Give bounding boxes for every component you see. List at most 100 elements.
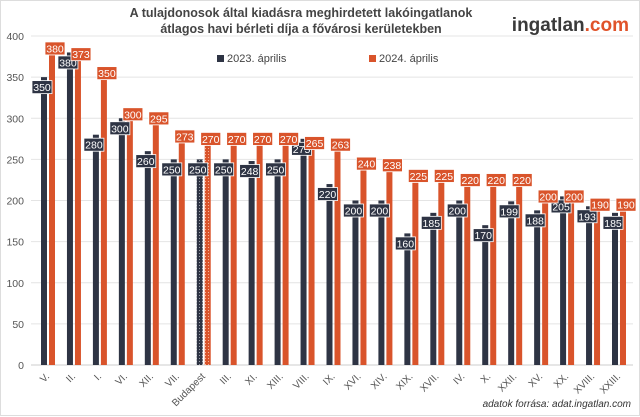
data-label-2024: 238	[384, 160, 402, 172]
bar-2023	[560, 196, 567, 365]
data-label-2023: 280	[85, 140, 103, 152]
x-tick-label: XIII.	[265, 371, 285, 391]
x-tick-label: II.	[64, 371, 78, 385]
x-tick-label: III.	[218, 371, 234, 387]
x-tick-label: XVII.	[418, 371, 441, 394]
bar-2024	[438, 179, 445, 365]
data-label-box-2023	[317, 187, 338, 201]
y-tick-label: 0	[18, 360, 24, 372]
data-label-2024: 270	[254, 134, 272, 146]
y-tick-label: 250	[6, 154, 24, 166]
x-tick-label: XIX.	[394, 371, 415, 392]
data-label-box-2023	[524, 213, 546, 228]
data-label-2024: 263	[332, 140, 350, 152]
data-label-box-2023	[187, 162, 209, 177]
data-label-2023: 200	[449, 206, 467, 218]
bar-2024	[412, 179, 419, 365]
bar-2024	[308, 147, 315, 365]
data-label-box-2024	[382, 158, 403, 173]
data-label-box-2024	[96, 66, 118, 81]
y-tick-label: 50	[12, 319, 24, 331]
data-label-2024: 220	[462, 175, 480, 187]
x-tick-label: VI.	[114, 371, 130, 387]
data-label-2023: 199	[500, 206, 518, 218]
bar-2023	[326, 184, 333, 365]
bar-2024	[74, 58, 81, 366]
ingatlan-logo: ingatlan.com	[511, 15, 629, 36]
data-label-box-2024	[44, 41, 66, 56]
data-label-2024: 200	[539, 192, 557, 204]
bar-2024	[256, 142, 263, 365]
data-label-2024: 220	[513, 175, 531, 187]
bar-2024	[620, 208, 626, 365]
data-label-box-2023	[394, 236, 416, 251]
data-label-2023: 160	[397, 238, 415, 250]
data-label-box-2024	[252, 132, 274, 146]
data-label-box-2023	[369, 203, 390, 218]
bar-2024	[100, 77, 107, 365]
data-label-2024: 270	[228, 134, 246, 146]
data-label-box-2023	[213, 162, 235, 177]
data-label-box-2024	[537, 189, 559, 204]
bar-2024	[126, 118, 133, 365]
source-note: adatok forrása: adat.ingatlan.com	[482, 399, 631, 410]
bar-2024	[282, 142, 289, 365]
bar-2023	[92, 134, 99, 365]
bar-2023	[274, 159, 281, 365]
bar-2023	[248, 161, 255, 365]
bar-2023	[612, 212, 618, 365]
bar-2024	[204, 142, 211, 365]
data-label-2024: 200	[565, 192, 583, 204]
bar-2023	[66, 52, 73, 365]
data-label-box-2024	[615, 197, 637, 212]
data-label-2024: 190	[591, 200, 609, 212]
data-label-2024: 380	[46, 43, 64, 55]
x-tick-label: I.	[92, 371, 104, 383]
data-label-box-2023	[602, 215, 624, 230]
bar-2024	[334, 148, 341, 365]
data-label-box-2023	[343, 203, 364, 218]
data-label-box-2024	[356, 156, 377, 171]
data-label-2024: 220	[487, 175, 505, 187]
data-label-box-2024	[148, 111, 170, 126]
data-label-box-2024	[563, 189, 585, 204]
legend-swatch-2024	[369, 55, 376, 62]
data-label-box-2023	[239, 164, 261, 178]
data-label-box-2023	[161, 162, 183, 177]
bar-2024	[178, 140, 185, 365]
bar-2023	[456, 200, 463, 365]
x-tick-label: IX.	[321, 371, 337, 387]
data-label-box-2024	[122, 107, 144, 122]
y-tick-label: 350	[6, 72, 24, 84]
legend-item-2023: 2023. április	[217, 53, 286, 65]
data-label-2023: 260	[137, 156, 155, 168]
x-tick-label: XX.	[552, 371, 571, 390]
bar-2024	[464, 184, 471, 365]
data-label-2024: 225	[436, 171, 454, 183]
bar-2023	[586, 206, 593, 365]
x-tick-label: XV.	[527, 371, 546, 390]
data-label-box-2024	[226, 132, 248, 146]
x-tick-label: X.	[479, 371, 493, 385]
x-tick-label: XIV.	[369, 371, 389, 391]
data-label-box-2024	[589, 197, 611, 212]
x-tick-label: XXII.	[496, 371, 519, 394]
bar-2024	[490, 184, 497, 365]
bar-2024	[594, 208, 601, 365]
data-label-2023: 250	[215, 164, 233, 176]
bar-2023	[196, 159, 203, 365]
data-label-box-2023	[472, 228, 494, 243]
data-label-box-2023	[576, 209, 598, 224]
data-label-box-2024	[200, 132, 222, 146]
data-label-2024: 300	[124, 109, 142, 121]
data-label-box-2023	[109, 121, 131, 136]
data-label-2024: 373	[72, 49, 90, 61]
x-tick-label: XI.	[243, 371, 259, 387]
y-tick-label: 200	[6, 196, 24, 208]
bar-2023	[404, 233, 411, 365]
bar-2023	[534, 210, 541, 365]
data-label-box-2024	[330, 137, 351, 152]
bar-2024	[386, 169, 393, 365]
data-label-box-2023	[83, 137, 105, 152]
